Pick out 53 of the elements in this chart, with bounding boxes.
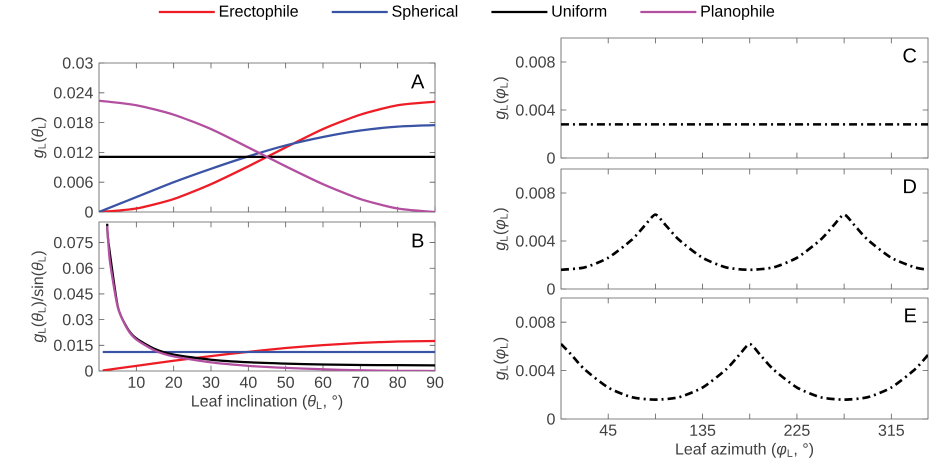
line-series <box>102 340 436 371</box>
x-tick-label: 40 <box>240 376 257 388</box>
x-tick-label: 80 <box>389 376 406 388</box>
legend-label: Planophile <box>701 5 774 20</box>
y-tick-label: 0 <box>85 206 93 218</box>
x-axis-title: Leaf inclination (θ$_{L}$, °) <box>192 394 342 410</box>
y-tick-label: 0.004 <box>516 104 555 116</box>
y-axis-title: g$_{L}$(φ$_{L}$) <box>494 208 508 251</box>
y-tick-label: 0.018 <box>54 116 93 128</box>
y-tick-label: 0.006 <box>54 176 93 188</box>
legend-label: Spherical <box>392 5 458 20</box>
x-tick-label: 135 <box>690 424 716 436</box>
y-tick-label: 0.06 <box>62 262 93 274</box>
x-tick-label: 90 <box>426 376 444 388</box>
x-tick-label: 60 <box>314 376 332 388</box>
y-tick-label: 0.075 <box>54 236 93 248</box>
text: g$_{L}$(θ$_{L}$)/sin(θ$_{L}$) <box>32 251 46 343</box>
annotation: C <box>903 48 916 63</box>
line-series <box>561 342 928 401</box>
legend-label: Erectophile <box>220 5 298 20</box>
x-tick-label: 50 <box>277 376 294 388</box>
y-tick-label: 0.008 <box>516 316 555 328</box>
y-tick-label: 0.024 <box>54 87 93 98</box>
y-tick-label: 0.004 <box>516 235 555 247</box>
y-axis-title: g$_{L}$(φ$_{L}$) <box>494 77 508 120</box>
y-tick-label: 0.03 <box>62 57 93 69</box>
x-axis-title: Leaf azimuth (φ$_{L}$, °) <box>676 442 814 458</box>
x-tick-label: 20 <box>166 376 182 388</box>
legend-label: Uniform <box>552 5 606 17</box>
x-tick-label: 45 <box>600 424 616 436</box>
x-tick-label: 30 <box>202 376 220 388</box>
x-tick-label: 10 <box>128 376 145 388</box>
y-tick-label: 0 <box>547 152 555 164</box>
annotation: E <box>905 308 916 322</box>
annotation: D <box>904 179 916 194</box>
y-tick-label: 0.008 <box>516 187 555 199</box>
y-axis-title: g$_{L}$(φ$_{L}$) <box>494 338 508 380</box>
y-tick-label: 0.015 <box>54 340 93 351</box>
y-tick-label: 0.03 <box>62 314 93 326</box>
x-tick-label: 315 <box>878 424 904 436</box>
y-tick-label: 0 <box>85 365 93 377</box>
y-tick-label: 0.012 <box>54 146 93 158</box>
annotation: B <box>412 234 424 248</box>
y-tick-label: 0 <box>547 413 555 425</box>
y-tick-label: 0.045 <box>54 288 93 300</box>
y-tick-label: 0.008 <box>516 56 555 68</box>
y-tick-label: 0 <box>547 283 555 295</box>
y-tick-label: 0.004 <box>516 364 555 376</box>
annotation: A <box>411 74 424 88</box>
line-series <box>99 124 436 212</box>
x-tick-label: 225 <box>784 424 810 436</box>
x-tick-label: 70 <box>352 376 369 388</box>
y-axis-title: g$_{L}$(θ$_{L}$) <box>32 118 46 158</box>
